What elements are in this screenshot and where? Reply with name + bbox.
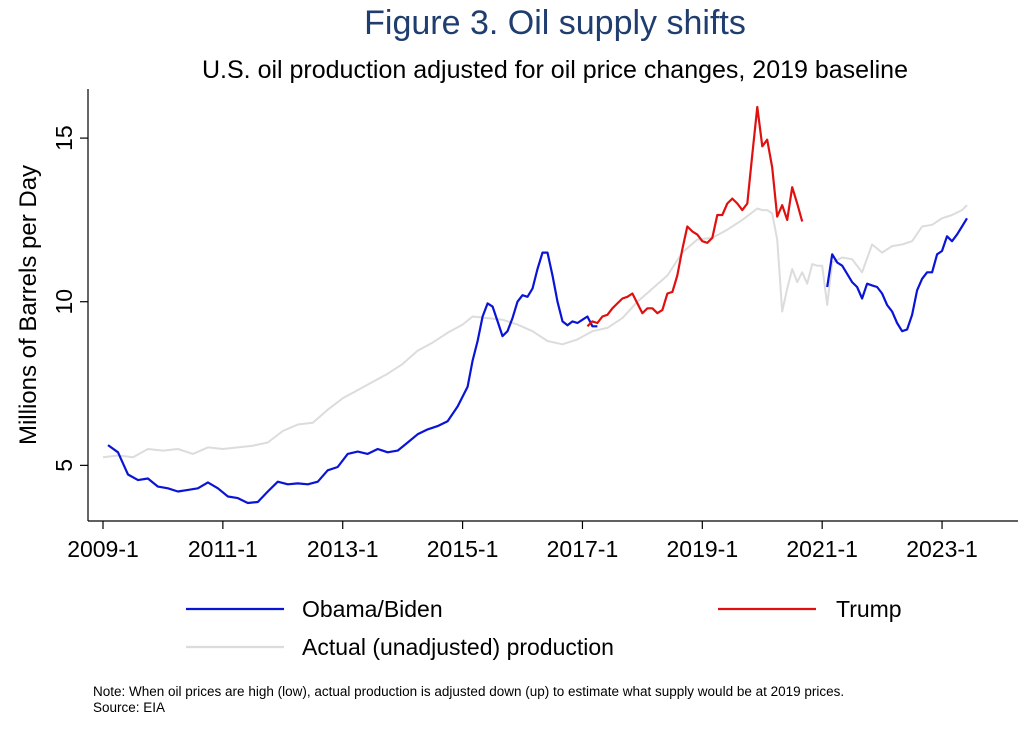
- y-axis-label: Millions of Barrels per Day: [15, 165, 42, 445]
- source-text: Source: EIA: [93, 700, 166, 715]
- legend-label-obama-biden: Obama/Biden: [302, 596, 443, 622]
- x-tick-label: 2023-1: [906, 536, 978, 562]
- legend-label-actual: Actual (unadjusted) production: [302, 634, 614, 660]
- series-layer: [102, 105, 968, 505]
- x-tick-label: 2009-1: [67, 536, 139, 562]
- chart-title: Figure 3. Oil supply shifts: [364, 4, 746, 42]
- chart-subtitle: U.S. oil production adjusted for oil pri…: [202, 56, 908, 84]
- legend: Obama/Biden Trump Actual (unadjusted) pr…: [186, 596, 902, 660]
- y-tick-label: 5: [51, 459, 77, 472]
- x-tick-label: 2021-1: [786, 536, 858, 562]
- y-tick-label: 15: [51, 125, 77, 151]
- series-line-actual-unadjusted-production: [102, 204, 968, 459]
- y-ticks: 5 10 15: [51, 125, 88, 472]
- chart-note: Note: When oil prices are high (low), ac…: [93, 684, 844, 716]
- series-line-obama-biden: [107, 251, 598, 505]
- legend-label-trump: Trump: [836, 596, 902, 622]
- x-ticks: 2009-1 2011-1 2013-1 2015-1 2017-1 2019-1 2021…: [67, 521, 978, 562]
- x-tick-label: 2013-1: [307, 536, 379, 562]
- x-tick-label: 2015-1: [427, 536, 499, 562]
- series-line-trump: [586, 105, 804, 328]
- note-text: Note: When oil prices are high (low), ac…: [93, 684, 845, 699]
- x-tick-label: 2017-1: [547, 536, 619, 562]
- x-tick-label: 2019-1: [667, 536, 739, 562]
- y-tick-label: 10: [51, 289, 77, 315]
- series-line-obama-biden: [826, 217, 968, 333]
- x-tick-label: 2011-1: [188, 536, 258, 562]
